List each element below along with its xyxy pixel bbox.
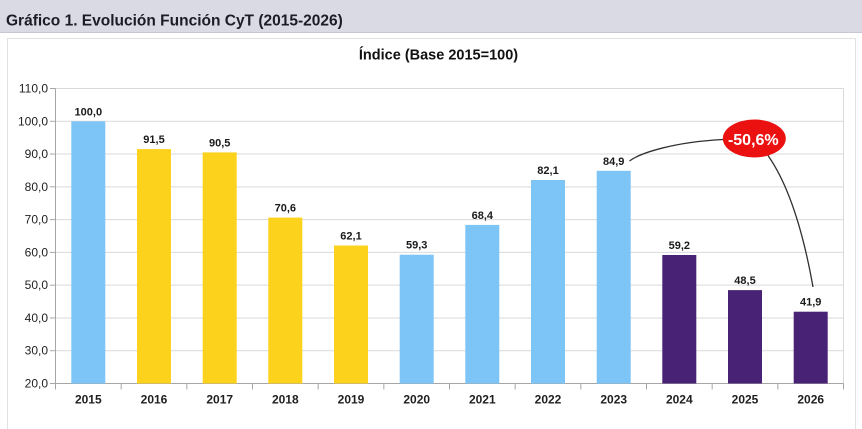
svg-text:110,0: 110,0: [19, 82, 48, 96]
svg-text:2015: 2015: [75, 393, 102, 407]
svg-text:2023: 2023: [600, 393, 627, 407]
svg-text:70,6: 70,6: [275, 203, 296, 215]
svg-text:100,0: 100,0: [18, 114, 48, 128]
svg-text:2024: 2024: [666, 393, 693, 407]
svg-text:60,0: 60,0: [25, 245, 49, 259]
svg-text:2020: 2020: [403, 393, 430, 407]
svg-text:2016: 2016: [141, 393, 168, 407]
svg-text:59,3: 59,3: [406, 240, 427, 252]
svg-text:20,0: 20,0: [25, 377, 49, 391]
svg-text:41,9: 41,9: [800, 297, 821, 309]
svg-text:82,1: 82,1: [537, 165, 558, 177]
svg-text:50,0: 50,0: [25, 278, 49, 292]
svg-text:40,0: 40,0: [25, 311, 49, 325]
svg-text:30,0: 30,0: [25, 344, 49, 358]
svg-text:2017: 2017: [206, 393, 233, 407]
svg-text:90,0: 90,0: [25, 147, 49, 161]
svg-text:2022: 2022: [535, 393, 562, 407]
svg-text:70,0: 70,0: [25, 213, 49, 227]
svg-text:80,0: 80,0: [25, 180, 49, 194]
svg-text:48,5: 48,5: [734, 275, 755, 287]
svg-text:2025: 2025: [732, 393, 759, 407]
svg-text:2019: 2019: [338, 393, 365, 407]
svg-text:-50,6%: -50,6%: [728, 132, 779, 149]
svg-text:91,5: 91,5: [143, 134, 164, 146]
svg-text:100,0: 100,0: [75, 106, 103, 118]
svg-text:68,4: 68,4: [472, 210, 494, 222]
svg-text:Índice (Base 2015=100): Índice (Base 2015=100): [359, 47, 518, 64]
svg-text:2021: 2021: [469, 393, 496, 407]
svg-text:62,1: 62,1: [340, 231, 361, 243]
svg-text:Gráfico 1. Evolución Función C: Gráfico 1. Evolución Función CyT (2015-2…: [6, 13, 343, 30]
svg-text:90,5: 90,5: [209, 137, 230, 149]
svg-text:2026: 2026: [797, 393, 824, 407]
svg-text:2018: 2018: [272, 393, 299, 407]
svg-text:59,2: 59,2: [669, 240, 690, 252]
svg-text:84,9: 84,9: [603, 156, 624, 168]
